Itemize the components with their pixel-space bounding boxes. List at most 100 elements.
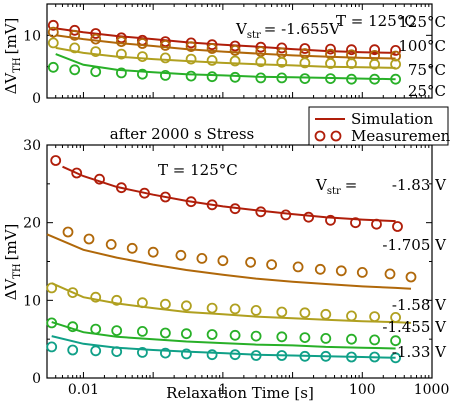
measurement-point <box>116 67 127 79</box>
measurement-point <box>147 246 159 258</box>
bottom-series: -1.83 V -1.705 V -1.58 V -1.455 V -1.33 V <box>46 155 447 364</box>
measurement-point <box>185 70 197 82</box>
y-tick-label: 0 <box>32 91 41 107</box>
measurement-point <box>116 48 127 60</box>
legend-measurement-marker-1 <box>314 130 326 142</box>
measurement-point <box>180 348 192 360</box>
measurement-point <box>67 287 79 299</box>
simulation-line <box>51 321 396 350</box>
measurement-point <box>67 344 79 356</box>
simulation-line <box>55 46 396 69</box>
measurement-point <box>229 349 241 361</box>
measurement-point <box>405 271 417 283</box>
measurement-point <box>116 182 127 194</box>
measurement-point <box>90 291 102 303</box>
measurement-point <box>46 341 58 353</box>
measurement-point <box>69 24 81 36</box>
measurement-point <box>47 26 59 38</box>
y-tick-label: 0 <box>32 371 41 387</box>
series-label: 100°C <box>398 37 446 55</box>
measurement-point <box>250 330 262 342</box>
legend-measurement-label: Measurement <box>351 127 450 145</box>
measurement-point <box>299 350 311 362</box>
measurement-point <box>83 233 95 245</box>
measurement-point <box>69 64 81 76</box>
measurement-point <box>136 51 148 62</box>
measurement-point <box>47 37 59 49</box>
measurement-point <box>245 256 257 268</box>
measurement-point <box>180 300 192 312</box>
measurement-point <box>346 351 357 363</box>
simulation-line <box>51 282 412 324</box>
x-tick-label: 0.01 <box>68 382 99 398</box>
y-tick-label: 30 <box>23 138 41 154</box>
measurement-point <box>314 263 326 275</box>
top-ticks: 0 10 <box>23 3 433 107</box>
measurement-point <box>206 199 218 211</box>
series-label: -1.58 V <box>392 296 447 314</box>
measurement-point <box>369 73 381 85</box>
measurement-point <box>276 56 288 68</box>
simulation-line <box>55 27 396 54</box>
series-label: 125°C <box>398 13 446 31</box>
measurement-point <box>71 167 83 179</box>
y-tick-label: 20 <box>23 216 41 232</box>
measurement-point <box>175 249 187 261</box>
x-axis-label: Relaxation Time [s] <box>166 384 314 402</box>
measurement-point <box>136 38 148 49</box>
measurement-point <box>384 268 396 280</box>
measurement-point <box>62 226 74 238</box>
y-tick-label: 10 <box>23 293 41 309</box>
measurement-point <box>69 42 81 54</box>
measurement-point <box>250 304 262 316</box>
measurement-point <box>90 46 102 57</box>
x-tick-label: 100 <box>349 382 376 398</box>
legend-simulation-label: Simulation <box>351 110 434 128</box>
measurement-point <box>390 45 402 56</box>
measurement-point <box>255 46 267 57</box>
top-vstr-annotation: Vstr = -1.655V <box>235 20 341 41</box>
measurement-point <box>159 52 171 64</box>
measurement-point <box>346 73 357 85</box>
measurement-point <box>185 196 197 208</box>
measurement-point <box>325 58 336 69</box>
measurement-point <box>159 347 171 359</box>
measurement-point <box>217 255 229 267</box>
measurement-point <box>185 53 197 65</box>
measurement-point <box>276 42 288 54</box>
measurement-point <box>369 334 381 346</box>
measurement-point <box>390 352 402 364</box>
measurement-point <box>105 238 117 250</box>
measurement-point <box>196 252 208 264</box>
measurement-point <box>390 335 402 347</box>
measurement-point <box>229 303 241 315</box>
measurement-point <box>159 191 171 203</box>
measurement-point <box>229 203 241 215</box>
measurement-point <box>185 41 197 52</box>
measurement-point <box>185 37 197 49</box>
measurement-point <box>299 73 311 84</box>
measurement-point <box>136 325 148 337</box>
bottom-y-axis-label: ΔVTH[mV] <box>2 224 23 301</box>
measurement-point <box>116 36 127 47</box>
measurement-point <box>325 43 336 55</box>
measurement-point <box>299 57 311 69</box>
measurement-point <box>90 66 102 78</box>
measurement-point <box>292 261 304 273</box>
measurement-point <box>346 310 357 322</box>
top-temp-annotation: T = 125°C <box>336 12 416 30</box>
measurement-point <box>229 71 241 83</box>
series-label: 25°C <box>408 82 446 100</box>
measurement-point <box>67 321 79 333</box>
measurement-point <box>255 72 267 84</box>
series-label: -1.33 V <box>392 343 447 361</box>
measurement-point <box>229 55 241 67</box>
measurement-point <box>90 28 102 39</box>
measurement-point <box>255 56 267 68</box>
measurement-point <box>159 70 171 81</box>
measurement-point <box>206 302 218 314</box>
measurement-point <box>280 209 292 221</box>
measurement-point <box>159 327 171 339</box>
